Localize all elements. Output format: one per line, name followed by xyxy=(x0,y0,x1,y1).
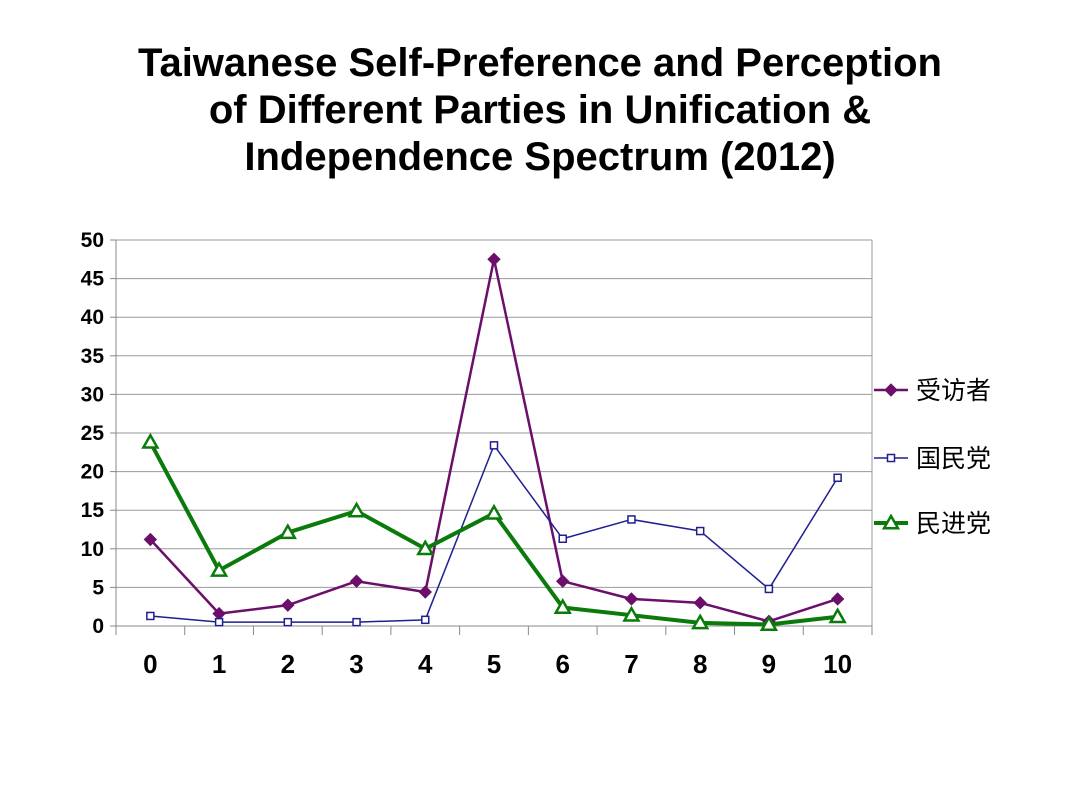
legend-marker xyxy=(886,453,896,463)
series-group xyxy=(141,252,847,631)
legend-label: 民进党 xyxy=(916,509,991,538)
legend-item: 国民党 xyxy=(874,444,991,473)
series-line xyxy=(149,258,839,623)
y-tick-label: 35 xyxy=(81,345,105,368)
data-point xyxy=(489,441,499,450)
data-point xyxy=(143,532,158,547)
data-point xyxy=(141,432,160,449)
data-point xyxy=(347,501,366,518)
series-line xyxy=(148,441,838,627)
x-tick-label: 4 xyxy=(418,649,433,679)
data-point xyxy=(281,598,295,612)
legend-marker xyxy=(884,383,898,397)
data-point xyxy=(627,515,636,524)
data-point xyxy=(558,534,567,544)
x-tick-label: 6 xyxy=(555,649,569,679)
y-tick-label: 40 xyxy=(81,306,104,329)
x-tick-label: 7 xyxy=(624,649,638,679)
series-2 xyxy=(146,441,842,627)
y-tick-label: 10 xyxy=(81,538,104,561)
data-point xyxy=(695,526,705,536)
data-point xyxy=(487,252,501,267)
x-tick-label: 1 xyxy=(212,649,226,679)
legend-item: 民进党 xyxy=(874,509,991,538)
data-point xyxy=(418,585,432,599)
x-tick-label: 0 xyxy=(143,649,157,679)
data-point xyxy=(556,574,570,588)
data-point xyxy=(283,617,293,627)
data-point xyxy=(828,607,847,624)
y-tick-label: 25 xyxy=(81,422,105,445)
data-point xyxy=(764,584,774,594)
x-tick-label: 10 xyxy=(823,649,852,679)
x-tick-label: 8 xyxy=(693,649,707,679)
legend-label: 受访者 xyxy=(916,376,991,405)
y-tick-label: 0 xyxy=(92,615,104,638)
data-point xyxy=(349,574,364,588)
y-tick-label: 5 xyxy=(92,576,104,599)
y-tick-label: 20 xyxy=(81,461,104,484)
data-point xyxy=(553,597,572,614)
grid-lines xyxy=(116,239,872,588)
chart-title: Taiwanese Self-Preference and Perception… xyxy=(90,40,990,181)
data-point xyxy=(830,592,845,606)
data-point xyxy=(484,503,504,520)
data-point xyxy=(833,473,842,483)
x-axis-tick-labels: 0 1 2 3 4 5 6 7 8 9 10 xyxy=(143,649,852,679)
legend-item: 受访者 xyxy=(874,376,991,405)
data-point xyxy=(693,596,707,610)
x-tick-label: 3 xyxy=(349,649,363,679)
data-point xyxy=(624,592,639,606)
data-point xyxy=(759,614,779,631)
y-tick-label: 15 xyxy=(81,499,105,522)
y-tick-label: 30 xyxy=(81,383,104,406)
data-point xyxy=(691,613,710,630)
y-axis-tick-labels: 0 5 10 15 20 25 30 35 40 45 50 xyxy=(81,229,105,638)
x-tick-label: 2 xyxy=(281,649,295,679)
x-tick-label: 5 xyxy=(487,649,501,679)
y-tick-label: 45 xyxy=(81,268,105,291)
data-point xyxy=(416,539,435,556)
data-point xyxy=(352,617,361,627)
series-3 xyxy=(141,432,847,631)
data-point xyxy=(421,615,430,625)
chart-title-line-3: Independence Spectrum (2012) xyxy=(244,135,836,179)
y-tick-label: 50 xyxy=(81,229,104,252)
x-tick-label: 9 xyxy=(762,649,776,679)
axes xyxy=(110,239,873,635)
chart-title-line-2: of Different Parties in Unification & xyxy=(208,88,872,132)
legend-marker xyxy=(881,513,901,530)
data-point xyxy=(214,617,224,627)
data-point xyxy=(622,605,641,622)
data-point xyxy=(209,560,229,577)
series-1 xyxy=(143,252,845,629)
data-point xyxy=(146,611,155,621)
legend-label: 国民党 xyxy=(916,444,991,473)
chart-title-line-1: Taiwanese Self-Preference and Perception xyxy=(137,41,942,85)
data-point xyxy=(278,523,297,540)
